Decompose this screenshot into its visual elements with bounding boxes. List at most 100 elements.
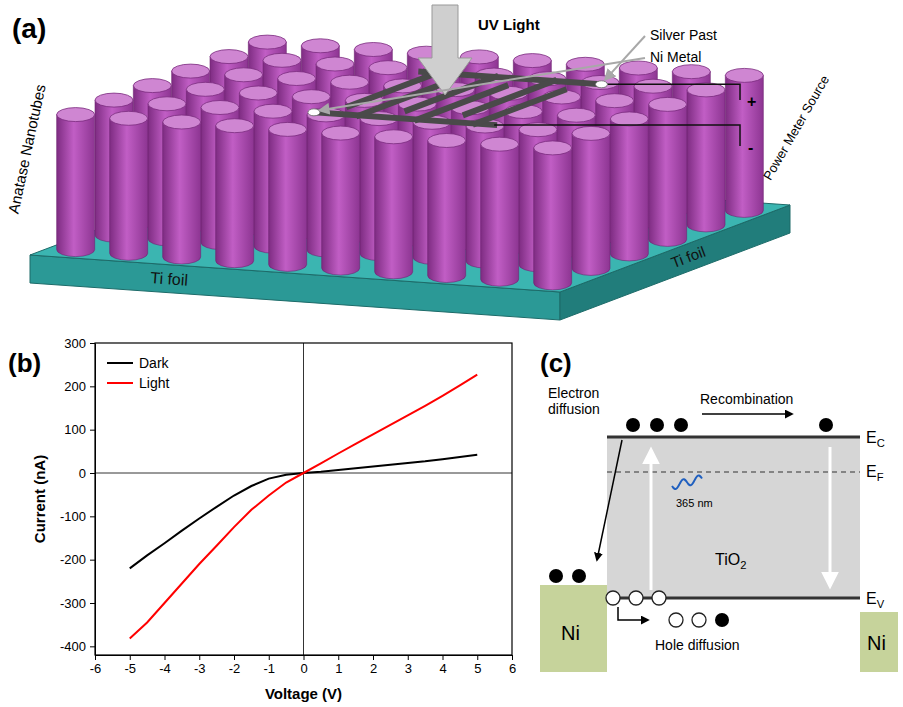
pointer-line (320, 58, 645, 110)
conduction-band-label-main: E (866, 429, 877, 446)
nanotube (572, 126, 610, 275)
tube-wall (322, 133, 360, 275)
y-tick: 0 (79, 466, 95, 481)
plot-frame (95, 343, 512, 655)
wavelength-label: 365 nm (676, 497, 713, 509)
uv-label: UV Light (478, 16, 540, 33)
photon-wave (672, 476, 702, 489)
tube-top (186, 82, 224, 96)
series-line (130, 375, 478, 639)
x-tick-label: 5 (474, 661, 481, 676)
tube-top (572, 126, 610, 140)
electron (572, 569, 586, 583)
x-axis-title: Voltage (V) (265, 685, 342, 702)
y-tick: -100 (60, 509, 95, 524)
tube-wall (428, 141, 466, 283)
panel-label: (b) (8, 348, 41, 378)
electrode (314, 72, 602, 125)
x-tick-label: -6 (90, 661, 102, 676)
y-tick: 200 (64, 379, 95, 394)
nanotube (649, 97, 687, 246)
y-tick-label: 200 (64, 379, 86, 394)
tube-top (316, 57, 354, 71)
legend-swatch (107, 362, 133, 364)
contact-label: Ni (561, 622, 580, 644)
panel-label: (c) (540, 348, 572, 378)
y-tick: -300 (60, 596, 95, 611)
material-label: TiO2 (715, 551, 746, 571)
y-tick: 100 (64, 422, 95, 437)
tube-top (513, 54, 551, 68)
nanotube (375, 130, 413, 279)
legend-label: Light (139, 375, 169, 391)
y-tick-mark (90, 386, 95, 387)
y-tick-label: 0 (79, 466, 86, 481)
silver-paste-label: Silver Past (650, 27, 717, 43)
tube-top (301, 39, 339, 53)
material-label-main: TiO (715, 551, 740, 568)
material-label-sub: 2 (740, 559, 746, 571)
x-tick-label: 2 (370, 661, 377, 676)
fermi-level-label-main: E (866, 463, 877, 480)
conduction-band-label: EC (866, 429, 885, 449)
tube-top (248, 35, 286, 49)
x-tick: 4 (439, 655, 446, 676)
x-tick: 3 (405, 655, 412, 676)
polarity-label: + (747, 93, 756, 110)
y-axis: -400-300-200-1000100200300 (60, 336, 96, 656)
nanotube (57, 108, 95, 257)
x-tick-label: 0 (300, 661, 307, 676)
valence-band-label-main: E (866, 590, 877, 607)
x-tick: 2 (370, 655, 377, 676)
tube-wall (110, 118, 148, 260)
y-tick-mark (90, 473, 95, 474)
y-tick-label: -300 (60, 596, 86, 611)
x-tick: 1 (335, 655, 342, 676)
nanotube (534, 141, 572, 290)
nanotube (216, 119, 254, 268)
x-axis: -6-5-4-3-2-10123456 (90, 655, 516, 676)
nanotube (687, 83, 725, 232)
x-tick: -2 (229, 655, 241, 676)
electron (549, 569, 563, 583)
x-tick: 6 (509, 655, 516, 676)
x-tick-mark (443, 655, 444, 660)
tube-top (95, 93, 133, 107)
legend: DarkLight (107, 355, 170, 391)
ni-metal-label: Ni Metal (650, 49, 701, 65)
tube-top (610, 112, 648, 126)
y-tick-mark (90, 343, 95, 344)
x-tick-mark (130, 655, 131, 660)
y-tick: -200 (60, 552, 95, 567)
tube-top (133, 79, 171, 93)
tube-top (292, 90, 330, 104)
tube-top (201, 101, 239, 115)
tube-top (216, 119, 254, 133)
x-tick-label: -2 (229, 661, 241, 676)
wire (601, 84, 740, 100)
tube-wall (375, 137, 413, 279)
wire (494, 125, 740, 146)
x-tick-mark (95, 655, 96, 660)
nanotube (481, 137, 519, 286)
x-tick: -4 (159, 655, 171, 676)
x-tick-mark (199, 655, 200, 660)
valence-band-label-sub: V (877, 598, 885, 610)
y-tick-mark (90, 603, 95, 604)
x-tick-label: 3 (405, 661, 412, 676)
recombination-flow (702, 413, 792, 415)
tube-top (172, 64, 210, 78)
x-tick-mark (373, 655, 374, 660)
recombination-arrow (829, 447, 832, 586)
x-tick: -5 (124, 655, 136, 676)
tube-top (534, 141, 572, 155)
plot-lines (130, 375, 478, 639)
tube-top (354, 43, 392, 57)
x-tick-label: -5 (124, 661, 136, 676)
x-tick-label: -1 (263, 661, 275, 676)
hole (629, 591, 643, 605)
x-tick-mark (269, 655, 270, 660)
tube-wall (163, 122, 201, 264)
contact-label: Ni (867, 632, 886, 654)
hole (692, 613, 706, 627)
